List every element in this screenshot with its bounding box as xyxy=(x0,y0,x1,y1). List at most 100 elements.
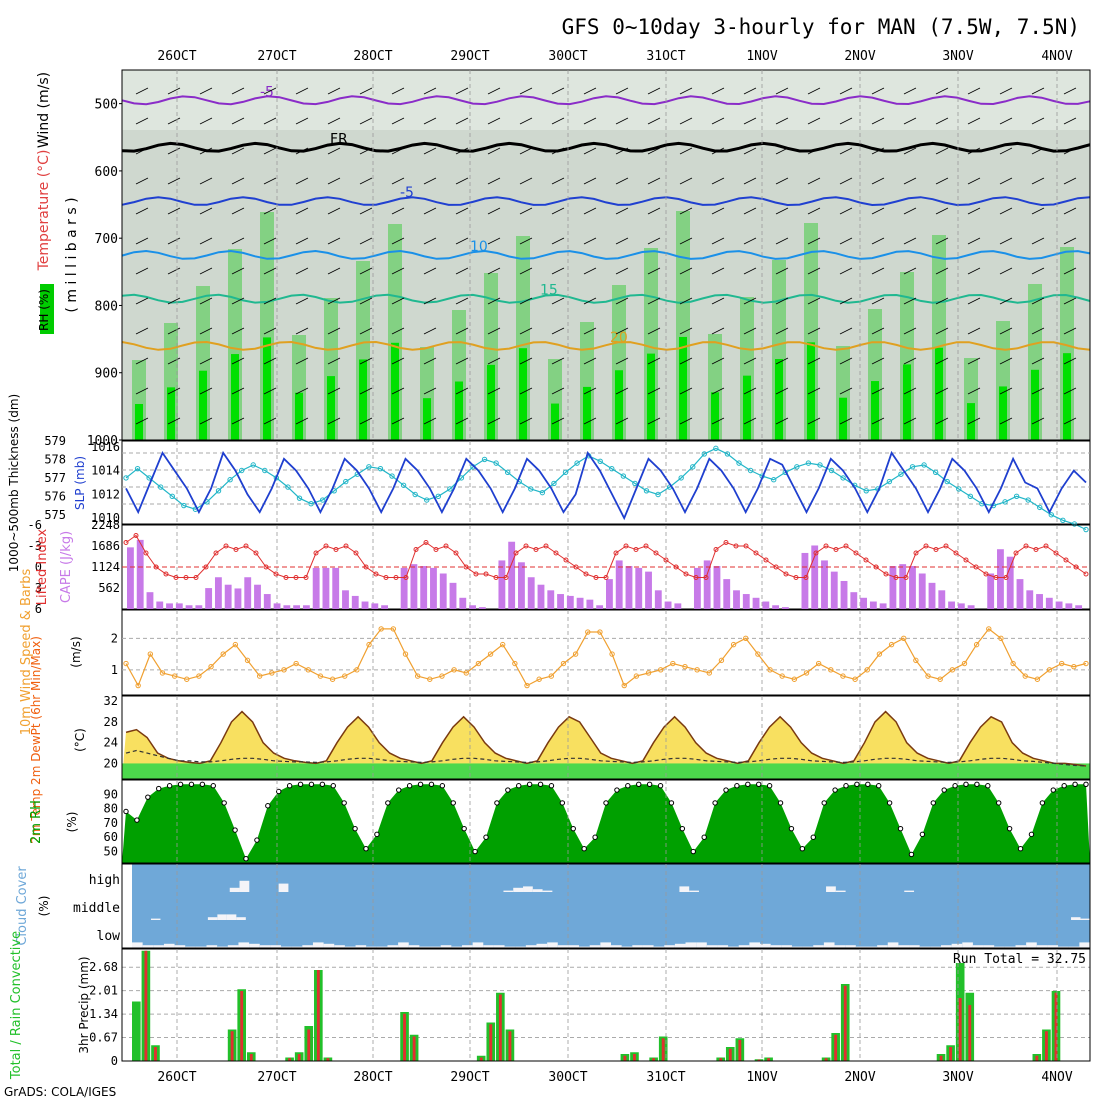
wind-speed-point xyxy=(645,670,652,676)
rh-saturated-core xyxy=(359,359,367,440)
wind-barb xyxy=(839,417,853,425)
cape-bar xyxy=(713,566,721,609)
wind-speed-point xyxy=(293,660,299,667)
wind-barb xyxy=(487,357,501,365)
li-point xyxy=(453,550,459,556)
thickness-point xyxy=(944,478,950,485)
li-point xyxy=(623,543,629,549)
cape-bar xyxy=(195,605,203,609)
wind-barb xyxy=(423,237,437,245)
wind-barb xyxy=(679,147,693,155)
li-point xyxy=(603,575,609,580)
wind-barb xyxy=(807,207,821,215)
isotherm-label: FR xyxy=(330,131,348,147)
wind-barb xyxy=(455,387,469,395)
li-point xyxy=(843,543,849,549)
li-point xyxy=(583,571,589,577)
rh-saturated-core xyxy=(295,392,303,440)
wind-barb xyxy=(359,87,373,95)
wind-speed-point xyxy=(949,667,956,673)
axis-label: 2m RH xyxy=(29,800,44,844)
wind-barb xyxy=(391,117,405,125)
rh-saturated-core xyxy=(551,403,559,440)
precip-total-bar xyxy=(132,1001,141,1061)
li-point xyxy=(473,571,479,577)
li-point xyxy=(1023,543,1029,549)
wind-speed-point xyxy=(475,660,482,667)
wind-barb xyxy=(263,117,277,125)
cloud-bar xyxy=(826,886,836,892)
wind-barb xyxy=(871,177,885,185)
li-point xyxy=(633,547,639,552)
wind-barb xyxy=(647,357,661,365)
thickness-point xyxy=(1071,521,1078,527)
cloud-bar xyxy=(1071,917,1081,920)
wind-barb xyxy=(199,207,213,215)
wind-barb xyxy=(775,267,789,275)
cloud-bar xyxy=(195,946,207,948)
wind-barb xyxy=(679,387,693,395)
precip-convective-bar xyxy=(479,1057,483,1061)
wind-speed-point xyxy=(803,670,810,676)
rh-saturated-core xyxy=(455,381,463,440)
li-point xyxy=(1083,571,1089,577)
cloud-bar xyxy=(217,914,227,920)
cloud-bar xyxy=(845,945,856,948)
axis-label: 10m Wind Speed & Barbs xyxy=(19,569,34,736)
li-point xyxy=(883,571,889,577)
wind-speed-point xyxy=(986,626,992,632)
rh-point xyxy=(668,800,675,806)
wind-barb xyxy=(1031,117,1045,125)
wind-speed-point xyxy=(1046,667,1053,673)
precip-convective-bar xyxy=(498,994,502,1061)
wind-barb xyxy=(327,297,341,305)
cape-bar xyxy=(1055,601,1063,609)
rh-point xyxy=(439,783,446,789)
axis-label: (°C) xyxy=(73,728,87,752)
thickness-point xyxy=(620,473,627,479)
wind-barb xyxy=(1031,417,1045,425)
wind-barb xyxy=(967,177,981,185)
li-point xyxy=(553,550,559,556)
thickness-point xyxy=(817,462,823,468)
wind-barb xyxy=(775,417,789,425)
run-total-label: Run Total = 32.75 xyxy=(953,952,1086,967)
wind-speed-point xyxy=(414,673,421,679)
wind-barb xyxy=(679,417,693,425)
cloud-bar xyxy=(259,945,271,948)
cloud-bar xyxy=(642,945,654,948)
thickness-point xyxy=(481,456,488,463)
wind-barb xyxy=(807,327,821,335)
y-tick-label-right: 1012 xyxy=(91,487,120,501)
rh-point xyxy=(526,781,533,787)
date-label-bottom: 28OCT xyxy=(353,1070,392,1085)
wind-barb xyxy=(551,387,565,395)
wind-barb xyxy=(391,297,405,305)
wind-barb xyxy=(231,417,245,425)
panel-frame xyxy=(121,695,1091,780)
wind-barb xyxy=(327,117,341,125)
thickness-point xyxy=(643,488,650,494)
wind-barb xyxy=(711,207,725,215)
wind-barb xyxy=(487,237,501,245)
y-tick-label: 60 xyxy=(104,830,118,844)
wind-barb xyxy=(999,297,1013,305)
li-point xyxy=(1033,547,1039,552)
wind-barb xyxy=(647,87,661,95)
wind-barb xyxy=(423,87,437,95)
wind-barb xyxy=(1031,387,1045,395)
wind-barb xyxy=(551,267,565,275)
wind-barb xyxy=(1063,177,1077,185)
wind-speed-point xyxy=(232,641,239,648)
axis-label: Total / Rain Convective xyxy=(9,931,24,1080)
wind-barb xyxy=(583,207,597,215)
wind-barb xyxy=(519,357,533,365)
wind-barb xyxy=(423,357,437,365)
cape-bar xyxy=(733,590,740,609)
cloud-bar xyxy=(621,946,633,948)
wind-barb xyxy=(295,147,309,155)
wind-barb xyxy=(1031,327,1045,335)
wind-barb xyxy=(359,327,373,335)
thickness-point xyxy=(493,460,499,466)
wind-speed-point xyxy=(791,676,798,682)
